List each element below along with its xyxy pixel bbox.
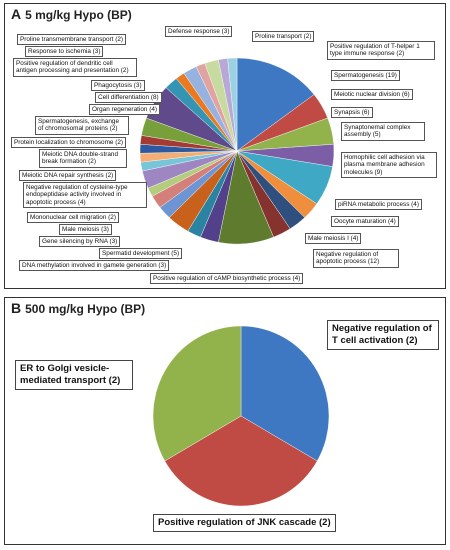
label-response-ischemia: Response to ischemia (3) xyxy=(25,46,104,58)
panel-b-letter: B xyxy=(11,300,22,316)
label-protein-localization: Protein localization to chromosome (2) xyxy=(11,137,127,149)
label-proline-transport: Proline transport (2) xyxy=(252,31,315,43)
label-gene-silencing: Gene silencing by RNA (3) xyxy=(39,236,121,248)
label-jnk: Positive regulation of JNK cascade (2) xyxy=(153,514,336,532)
panel-b: B 500 mg/kg Hypo (BP) Negative regulation… xyxy=(4,297,446,545)
panel-b-title: B 500 mg/kg Hypo (BP) xyxy=(11,300,145,316)
pie-chart-b xyxy=(152,325,330,507)
label-camp: Positive regulation of cAMP biosynthetic… xyxy=(150,273,304,285)
pie-chart-a xyxy=(139,57,335,245)
pie-slice-positive-regulation-of-t-helper-1-type-i xyxy=(227,57,238,152)
label-pirna: piRNA metabolic process (4) xyxy=(335,199,422,211)
label-meiotic-dna-repair: Meiotic DNA repair synthesis (2) xyxy=(19,170,117,182)
label-oocyte: Oocyte maturation (4) xyxy=(331,216,399,228)
label-phagocytosis: Phagocytosis (3) xyxy=(91,80,145,92)
pie-slice-spermatogenesis-19 xyxy=(236,57,315,152)
label-synaptonemal: Synaptonemal complex assembly (5) xyxy=(341,122,425,141)
label-spermatid: Spermatid development (5) xyxy=(99,248,183,260)
label-homophilic: Homophilic cell adhesion via plasma memb… xyxy=(341,152,437,179)
label-spermatogenesis: Spermatogenesis (19) xyxy=(331,70,400,82)
label-neg-apoptotic: Negative regulation of apoptotic process… xyxy=(313,249,399,268)
label-meiotic-nuclear-division: Meiotic nuclear division (6) xyxy=(331,89,413,101)
label-male-meiosis: Male meiosis (3) xyxy=(59,224,112,236)
pie-slice-positive-regulation-of-jnk-cascade-2 xyxy=(164,415,318,507)
label-chromosomal-proteins: Spermatogenesis, exchange of chromosomal… xyxy=(35,116,129,135)
pie-slice-negative-regulation-of-t-cell-activation xyxy=(240,325,330,462)
label-cell-differentiation: Cell differentiation (8) xyxy=(95,92,162,104)
label-neg-cysteine: Negative regulation of cysteine-type end… xyxy=(23,182,147,209)
label-defense-response: Defense response (3) xyxy=(165,26,233,38)
panel-b-title-text: 500 mg/kg Hypo (BP) xyxy=(25,302,146,316)
label-dendritic: Positive regulation of dendritic cell an… xyxy=(13,58,137,77)
panel-a-letter: A xyxy=(11,6,22,22)
label-er-golgi: ER to Golgi vesicle-mediated transport (… xyxy=(15,360,133,390)
label-synapsis: Synapsis (6) xyxy=(331,107,373,119)
label-proline-transmembrane: Proline transmembrane transport (2) xyxy=(17,34,127,46)
label-neg-t-cell: Negative regulation of T cell activation… xyxy=(327,320,439,350)
label-mononuclear: Mononuclear cell migration (2) xyxy=(27,212,119,224)
label-male-meiosis-i: Male meiosis I (4) xyxy=(305,233,362,245)
label-meiotic-dsb: Meiotic DNA double-strand break formatio… xyxy=(39,149,127,168)
pie-slice-er-to-golgi-vesicle-mediated-transport-2 xyxy=(152,325,242,462)
label-t-helper: Positive regulation of T-helper 1 type i… xyxy=(327,41,435,60)
label-organ-regeneration: Organ regeneration (4) xyxy=(89,104,161,116)
panel-a-title-text: 5 mg/kg Hypo (BP) xyxy=(25,8,132,22)
label-dna-methylation: DNA methylation involved in gamete gener… xyxy=(19,260,170,272)
